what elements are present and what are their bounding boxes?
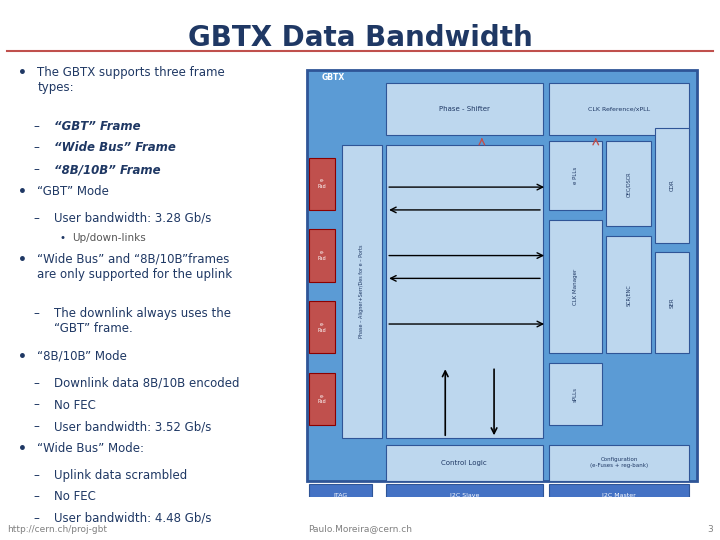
Text: sPLLs: sPLLs <box>573 387 578 402</box>
Bar <box>309 301 336 353</box>
Text: User bandwidth: 3.28 Gb/s: User bandwidth: 3.28 Gb/s <box>54 212 212 225</box>
Text: •: • <box>18 350 27 364</box>
Text: SER: SER <box>670 298 675 308</box>
Text: Uplink data scrambled: Uplink data scrambled <box>54 469 187 482</box>
Text: I2C Master: I2C Master <box>602 494 636 498</box>
Text: Phase - Shifter: Phase - Shifter <box>439 106 490 112</box>
Text: –: – <box>34 469 40 482</box>
Text: GBTX Data Bandwidth: GBTX Data Bandwidth <box>188 24 532 52</box>
Text: “GBT” Mode: “GBT” Mode <box>37 185 109 198</box>
Text: CLK Manager: CLK Manager <box>573 268 578 305</box>
Text: –: – <box>34 141 40 154</box>
Text: “Wide Bus” Frame: “Wide Bus” Frame <box>54 141 176 154</box>
Text: OEC/DSCR: OEC/DSCR <box>626 171 631 197</box>
Text: –: – <box>34 307 40 320</box>
Bar <box>309 158 336 210</box>
Bar <box>309 230 336 282</box>
Text: User bandwidth: 3.52 Gb/s: User bandwidth: 3.52 Gb/s <box>54 420 212 433</box>
Bar <box>386 83 543 135</box>
Bar <box>309 373 336 425</box>
Text: Paulo.Moreira@cern.ch: Paulo.Moreira@cern.ch <box>308 524 412 534</box>
Text: Downlink data 8B/10B encoded: Downlink data 8B/10B encoded <box>54 377 240 390</box>
Text: User bandwidth: 4.48 Gb/s: User bandwidth: 4.48 Gb/s <box>54 512 212 525</box>
Text: –: – <box>34 512 40 525</box>
Bar <box>606 236 651 353</box>
Text: CLK Reference/xPLL: CLK Reference/xPLL <box>588 106 650 111</box>
Text: 3: 3 <box>707 524 713 534</box>
Text: The GBTX supports three frame
types:: The GBTX supports three frame types: <box>37 66 225 94</box>
Text: •: • <box>18 185 27 199</box>
Bar <box>549 220 602 353</box>
Bar <box>549 83 689 135</box>
Bar <box>386 145 543 438</box>
Text: “Wide Bus” and “8B/10B”frames
are only supported for the uplink: “Wide Bus” and “8B/10B”frames are only s… <box>37 253 233 281</box>
Text: e-
Pad: e- Pad <box>318 322 327 333</box>
Bar <box>549 141 602 210</box>
Text: Up/down-links: Up/down-links <box>72 233 145 244</box>
Text: •: • <box>18 253 27 267</box>
Bar <box>386 484 543 508</box>
Text: –: – <box>34 490 40 503</box>
Text: No FEC: No FEC <box>54 490 96 503</box>
Text: I2C Slave: I2C Slave <box>450 494 479 498</box>
Bar <box>549 363 602 425</box>
Bar <box>606 141 651 226</box>
Text: •: • <box>18 442 27 456</box>
Text: –: – <box>34 399 40 411</box>
Text: –: – <box>34 420 40 433</box>
Bar <box>309 484 372 508</box>
Bar <box>549 484 689 508</box>
Text: SCR/ENC: SCR/ENC <box>626 284 631 306</box>
Text: –: – <box>34 120 40 133</box>
Text: No FEC: No FEC <box>54 399 96 411</box>
Text: Configuration
(e-Fuses + reg-bank): Configuration (e-Fuses + reg-bank) <box>590 457 648 468</box>
Text: Control Logic: Control Logic <box>441 460 487 465</box>
Text: “GBT” Frame: “GBT” Frame <box>54 120 140 133</box>
Text: e-
Pad: e- Pad <box>318 178 327 189</box>
Bar <box>386 444 543 481</box>
Text: JTAG: JTAG <box>333 494 348 498</box>
Text: The downlink always uses the
“GBT” frame.: The downlink always uses the “GBT” frame… <box>54 307 231 335</box>
Text: “Wide Bus” Mode:: “Wide Bus” Mode: <box>37 442 145 455</box>
Bar <box>341 145 382 438</box>
Text: e-
Pad: e- Pad <box>318 250 327 261</box>
Bar <box>549 444 689 481</box>
Text: •: • <box>18 66 27 80</box>
Text: –: – <box>34 163 40 176</box>
Text: CDR: CDR <box>670 180 675 191</box>
Text: “8B/10B” Mode: “8B/10B” Mode <box>37 350 127 363</box>
Text: –: – <box>34 212 40 225</box>
Bar <box>654 252 689 353</box>
Text: e-
Pad: e- Pad <box>318 394 327 404</box>
Text: “8B/10B” Frame: “8B/10B” Frame <box>54 163 161 176</box>
Bar <box>654 129 689 242</box>
Text: http://cern.ch/proj-gbt: http://cern.ch/proj-gbt <box>7 524 107 534</box>
Text: •: • <box>59 233 65 244</box>
Text: –: – <box>34 377 40 390</box>
Text: Phase – Aligner+Serr/Des for e – Ports: Phase – Aligner+Serr/Des for e – Ports <box>359 245 364 338</box>
Text: e PLLs: e PLLs <box>573 167 578 184</box>
Text: GBTX: GBTX <box>321 73 344 83</box>
